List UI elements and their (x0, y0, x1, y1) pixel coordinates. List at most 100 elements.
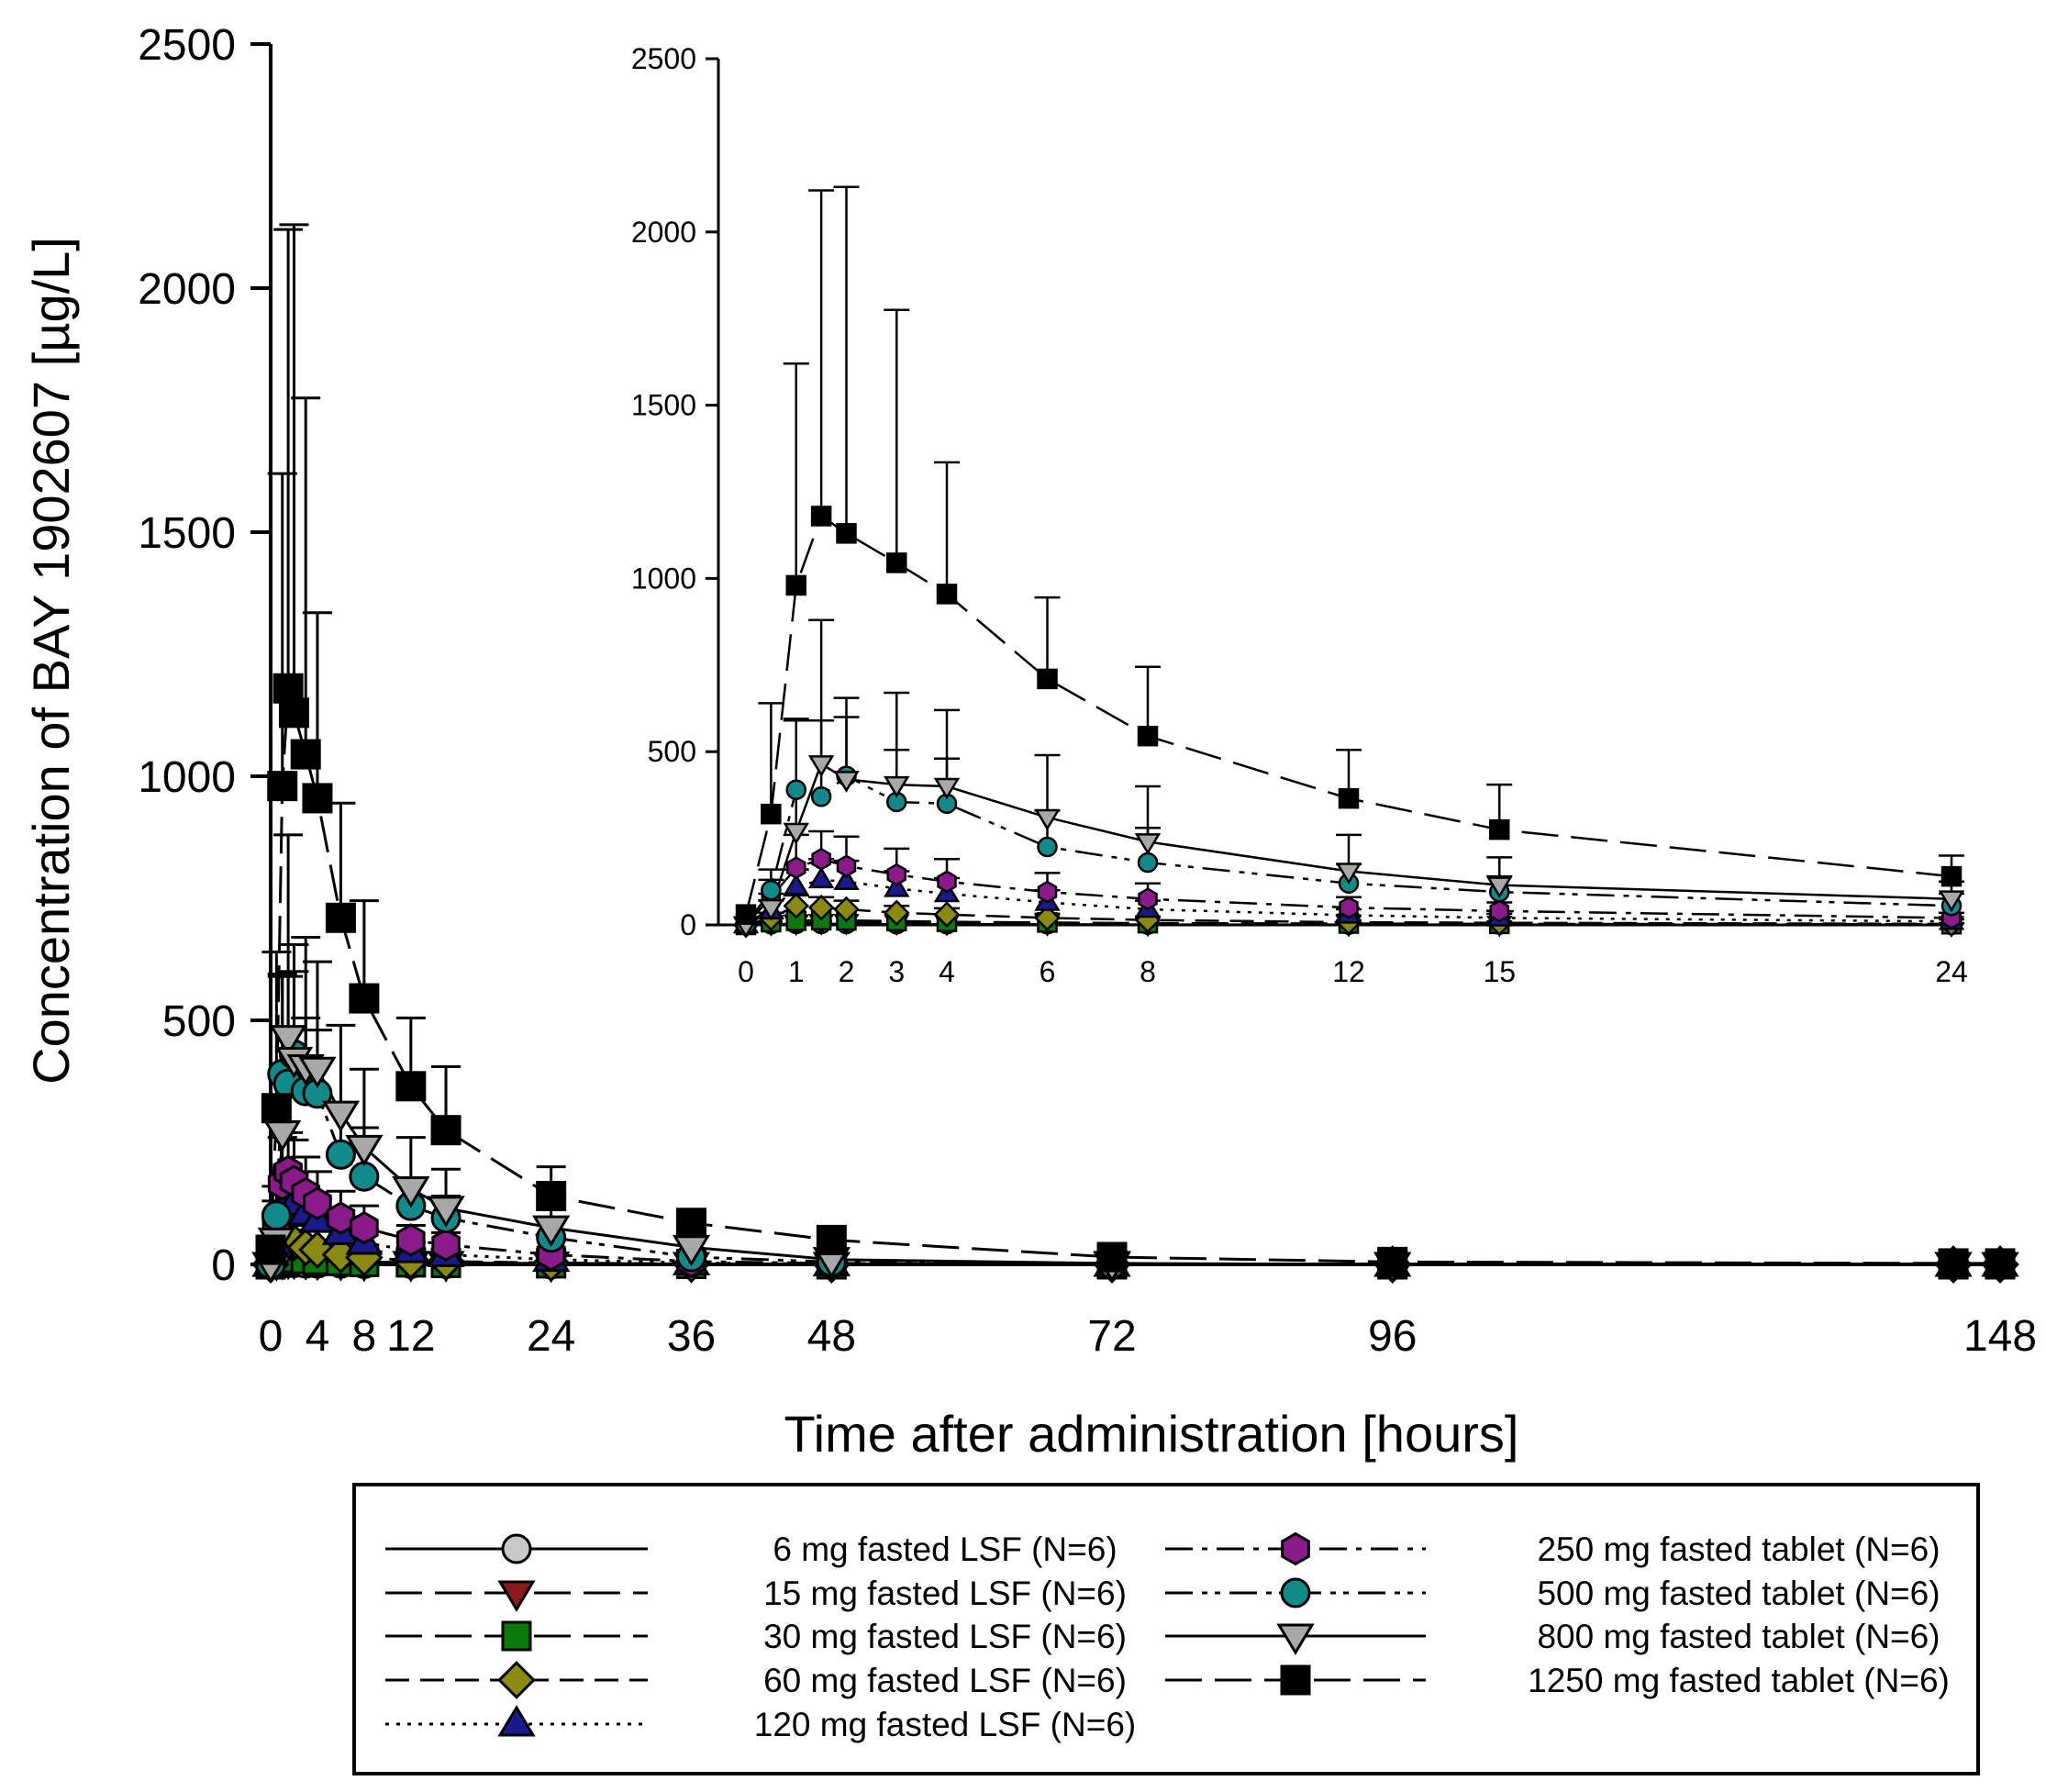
main-data-point (298, 1056, 337, 1089)
main-y-tick-label: 1500 (138, 509, 236, 558)
inset-x-tick-label: 4 (939, 955, 955, 988)
inset-data-point (783, 822, 809, 845)
main-data-point (349, 983, 380, 1014)
main-data-point (1096, 1241, 1128, 1273)
main-data-point (326, 1201, 356, 1235)
legend: 6 mg fasted LSF (N=6) 15 mg fasted LSF (N… (352, 1483, 1980, 1775)
inset-data-point (1137, 851, 1159, 874)
main-data-point (321, 1100, 361, 1132)
inset-data-point (1335, 863, 1362, 885)
inset-data-point (807, 894, 835, 921)
main-data-point (1377, 1246, 1408, 1277)
inset-data-point (783, 874, 809, 896)
main-data-point (325, 1139, 356, 1170)
main-data-point (1985, 1248, 2016, 1279)
inset-x-tick-label: 24 (1935, 955, 1968, 988)
main-data-point (261, 1200, 292, 1231)
inset-series-line (745, 918, 1952, 927)
inset-data-point (735, 904, 757, 925)
main-data-point (349, 1161, 380, 1192)
main-x-tick-label: 24 (527, 1312, 575, 1361)
main-data-point (267, 771, 298, 802)
main-data-point (427, 1196, 465, 1228)
inset-series-line (745, 762, 1952, 927)
main-x-tick-label: 4 (306, 1312, 330, 1361)
inset-data-point (1034, 905, 1061, 931)
inset-data-point (1489, 899, 1510, 923)
main-data-point (392, 1176, 430, 1208)
inset-data-point (833, 771, 860, 793)
inset-y-tick-label: 1500 (631, 389, 696, 422)
inset-data-point (933, 901, 961, 928)
inset-data-point (883, 899, 910, 927)
main-x-tick-label: 48 (807, 1312, 856, 1361)
main-data-point (536, 1181, 567, 1212)
legend-marker (497, 1580, 536, 1612)
main-series-line (269, 1235, 2000, 1266)
legend-marker (501, 1620, 532, 1652)
inset-data-point (836, 854, 857, 878)
inset-y-tick-label: 500 (648, 735, 696, 768)
legend-entry-label: 500 mg fasted tablet (N=6) (1537, 1575, 1940, 1612)
main-data-point (816, 1224, 847, 1255)
legend-entry-label: 800 mg fasted tablet (N=6) (1537, 1618, 1940, 1655)
inset-series-line (744, 514, 1952, 916)
main-y-tick-label: 1000 (138, 753, 236, 802)
main-data-point (325, 902, 356, 933)
legend-marker (501, 1533, 532, 1564)
main-data-point (303, 1186, 332, 1220)
legend-entry-label: 120 mg fasted LSF (N=6) (754, 1706, 1136, 1743)
main-y-tick-label: 2000 (138, 265, 236, 314)
inset-data-point (785, 856, 806, 880)
inset-data-point (783, 892, 810, 919)
inset-data-point (933, 777, 961, 800)
inset-data-point (884, 874, 910, 897)
inset-data-point (833, 868, 860, 891)
inset-data-point (810, 786, 832, 807)
inset-y-tick-label: 2500 (631, 42, 696, 75)
legend-entry-label: 250 mg fasted tablet (N=6) (1537, 1530, 1940, 1568)
main-x-tick-label: 0 (259, 1312, 284, 1361)
inset-data-point (1137, 725, 1159, 747)
inset-data-point (937, 870, 957, 894)
inset-x-tick-label: 6 (1040, 955, 1056, 988)
inset-data-point (810, 506, 832, 527)
inset-plot-area (732, 185, 1965, 939)
inset-x-tick-label: 3 (888, 955, 905, 988)
inset-data-point (886, 863, 907, 886)
legend-marker (1280, 1664, 1311, 1696)
main-x-tick-label: 36 (667, 1312, 716, 1361)
main-data-point (430, 1115, 461, 1146)
legend-box (352, 1483, 1980, 1775)
legend-marker (1280, 1577, 1311, 1608)
y-axis-label: Concentration of BAY 1902607 [µg/L] (22, 237, 80, 1085)
inset-data-point (758, 898, 784, 921)
inset-x-tick-label: 15 (1483, 955, 1516, 988)
inset-data-point (761, 879, 782, 901)
main-data-point (302, 783, 333, 814)
main-plot-area (251, 223, 2019, 1284)
inset-data-point (1034, 808, 1061, 831)
main-data-point (345, 1134, 384, 1167)
inset-data-point (833, 896, 860, 923)
inset-data-point (936, 584, 958, 605)
main-data-point (290, 739, 321, 770)
inset-data-point (1339, 896, 1359, 919)
inset-data-point (1338, 787, 1360, 809)
main-x-tick-label: 72 (1087, 1312, 1136, 1361)
inset-x-tick-label: 0 (738, 955, 754, 988)
main-y-tick-label: 2500 (138, 21, 236, 70)
inset-data-point (1938, 890, 1965, 913)
inset-y-tick-label: 0 (680, 908, 696, 941)
inset-data-point (1037, 668, 1058, 690)
main-data-point (396, 1223, 426, 1257)
inset-series-line (744, 774, 1952, 926)
main-series-line (269, 1168, 2000, 1266)
inset-data-point (1037, 880, 1058, 904)
legend-entry-label: 1250 mg fasted tablet (N=6) (1528, 1662, 1950, 1699)
inset-y-tick-label: 2000 (631, 216, 696, 249)
main-y-tick-label: 0 (211, 1241, 236, 1290)
main-series-line (269, 1037, 2000, 1266)
inset-data-point (785, 574, 806, 596)
main-data-point (1938, 1248, 1969, 1279)
